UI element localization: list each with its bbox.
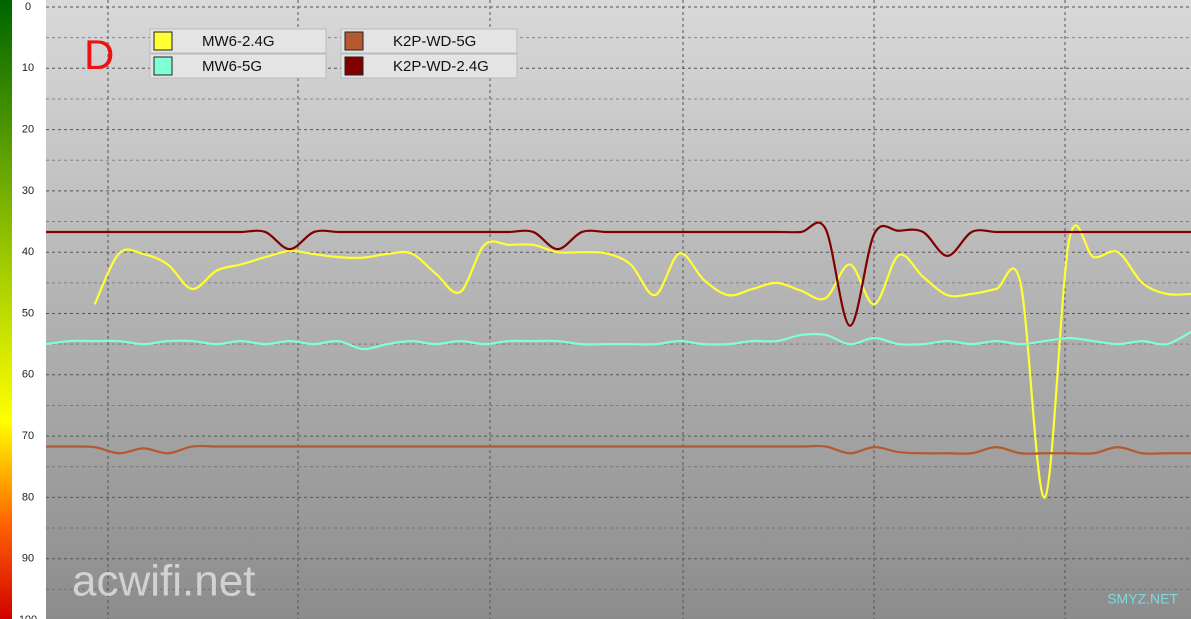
y-tick-label: 50 [22, 307, 34, 319]
plot-area [46, 0, 1191, 619]
y-tick-label: 0 [25, 1, 31, 13]
legend-swatch [344, 31, 364, 51]
legend: MW6-2.4G MW6-5G K2P-WD-5G K2P-WD-2.4G [149, 28, 518, 79]
annotation: D [84, 31, 114, 78]
legend-label: MW6-5G [202, 58, 262, 75]
legend-box [149, 28, 327, 54]
series-lines [46, 221, 1191, 499]
legend-box [149, 53, 327, 79]
vertical-grid [107, 0, 1066, 619]
y-tick-label: 20 [22, 124, 34, 136]
legend-swatch [153, 31, 173, 51]
watermark: SMYZ.NET [1107, 591, 1178, 607]
legend-label: MW6-2.4G [202, 33, 275, 50]
grid [46, 6, 1191, 590]
legend-swatch [153, 56, 173, 76]
series-line [46, 330, 1191, 351]
y-tick-label: 60 [22, 369, 34, 381]
y-tick-label: 80 [22, 491, 34, 503]
y-tick-label: 30 [22, 185, 34, 197]
legend-box [340, 53, 518, 79]
y-tick-label: 10 [22, 62, 34, 74]
y-tick-label: 100 [19, 614, 37, 619]
y-tick-label: 70 [22, 430, 34, 442]
series-line [46, 221, 1191, 327]
watermark: acwifi.net [72, 557, 255, 606]
legend-box [340, 28, 518, 54]
y-tick-label: 40 [22, 246, 34, 258]
legend-swatch [344, 56, 364, 76]
legend-label: K2P-WD-2.4G [393, 58, 489, 75]
series-line [46, 444, 1191, 455]
legend-label: K2P-WD-5G [393, 33, 476, 50]
y-tick-label: 90 [22, 553, 34, 565]
signal-scale [0, 0, 12, 619]
series-line [93, 224, 1191, 499]
